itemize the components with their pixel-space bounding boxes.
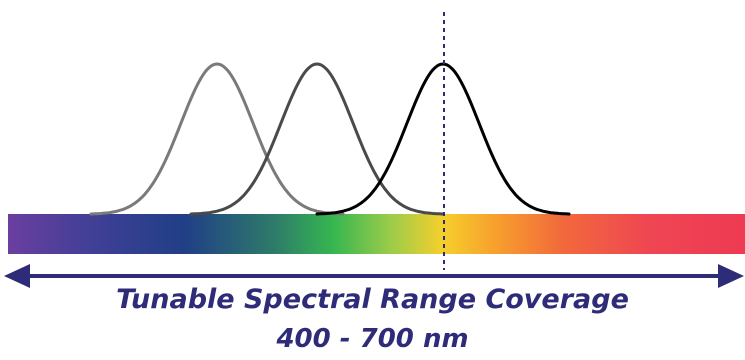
double-headed-arrow-icon [4,264,744,288]
spectrum-bar [8,214,745,254]
caption-title: Tunable Spectral Range Coverage [116,284,629,315]
caption-range: 400 - 700 nm [276,324,469,354]
spectral-curve-2 [189,62,445,216]
spectral-curve-1 [89,62,345,216]
